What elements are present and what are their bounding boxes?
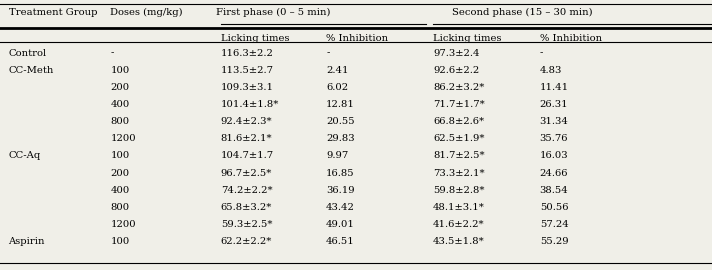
Text: 100: 100 xyxy=(110,237,130,246)
Text: 38.54: 38.54 xyxy=(540,186,568,195)
Text: 4.83: 4.83 xyxy=(540,66,562,75)
Text: Second phase (15 – 30 min): Second phase (15 – 30 min) xyxy=(451,8,592,17)
Text: 92.4±2.3*: 92.4±2.3* xyxy=(221,117,273,126)
Text: 59.8±2.8*: 59.8±2.8* xyxy=(433,186,484,195)
Text: 100: 100 xyxy=(110,66,130,75)
Text: 48.1±3.1*: 48.1±3.1* xyxy=(433,203,485,212)
Text: 20.55: 20.55 xyxy=(326,117,355,126)
Text: Treatment Group: Treatment Group xyxy=(9,8,97,17)
Text: 800: 800 xyxy=(110,117,130,126)
Text: 800: 800 xyxy=(110,203,130,212)
Text: % Inhibition: % Inhibition xyxy=(540,34,602,43)
Text: 65.8±3.2*: 65.8±3.2* xyxy=(221,203,272,212)
Text: 24.66: 24.66 xyxy=(540,168,568,178)
Text: Aspirin: Aspirin xyxy=(9,237,45,246)
Text: 62.2±2.2*: 62.2±2.2* xyxy=(221,237,272,246)
Text: 200: 200 xyxy=(110,168,130,178)
Text: 81.6±2.1*: 81.6±2.1* xyxy=(221,134,273,143)
Text: -: - xyxy=(110,49,114,58)
Text: 104.7±1.7: 104.7±1.7 xyxy=(221,151,274,160)
Text: 116.3±2.2: 116.3±2.2 xyxy=(221,49,273,58)
Text: Licking times: Licking times xyxy=(433,34,501,43)
Text: 113.5±2.7: 113.5±2.7 xyxy=(221,66,273,75)
Text: 96.7±2.5*: 96.7±2.5* xyxy=(221,168,272,178)
Text: Licking times: Licking times xyxy=(221,34,289,43)
Text: -: - xyxy=(326,49,330,58)
Text: CC-Aq: CC-Aq xyxy=(9,151,41,160)
Text: 100: 100 xyxy=(110,151,130,160)
Text: 71.7±1.7*: 71.7±1.7* xyxy=(433,100,485,109)
Text: 400: 400 xyxy=(110,100,130,109)
Text: 16.85: 16.85 xyxy=(326,168,355,178)
Text: 81.7±2.5*: 81.7±2.5* xyxy=(433,151,485,160)
Text: 57.24: 57.24 xyxy=(540,220,568,229)
Text: Control: Control xyxy=(9,49,47,58)
Text: 55.29: 55.29 xyxy=(540,237,568,246)
Text: 29.83: 29.83 xyxy=(326,134,355,143)
Text: 11.41: 11.41 xyxy=(540,83,569,92)
Text: 46.51: 46.51 xyxy=(326,237,355,246)
Text: 1200: 1200 xyxy=(110,134,136,143)
Text: -: - xyxy=(540,49,543,58)
Text: 43.42: 43.42 xyxy=(326,203,355,212)
Text: 400: 400 xyxy=(110,186,130,195)
Text: CC-Meth: CC-Meth xyxy=(9,66,54,75)
Text: 66.8±2.6*: 66.8±2.6* xyxy=(433,117,484,126)
Text: 12.81: 12.81 xyxy=(326,100,355,109)
Text: 35.76: 35.76 xyxy=(540,134,568,143)
Text: 92.6±2.2: 92.6±2.2 xyxy=(433,66,479,75)
Text: 36.19: 36.19 xyxy=(326,186,355,195)
Text: 59.3±2.5*: 59.3±2.5* xyxy=(221,220,272,229)
Text: 41.6±2.2*: 41.6±2.2* xyxy=(433,220,485,229)
Text: 200: 200 xyxy=(110,83,130,92)
Text: 62.5±1.9*: 62.5±1.9* xyxy=(433,134,484,143)
Text: 97.3±2.4: 97.3±2.4 xyxy=(433,49,479,58)
Text: % Inhibition: % Inhibition xyxy=(326,34,388,43)
Text: 49.01: 49.01 xyxy=(326,220,355,229)
Text: 9.97: 9.97 xyxy=(326,151,348,160)
Text: 1200: 1200 xyxy=(110,220,136,229)
Text: 73.3±2.1*: 73.3±2.1* xyxy=(433,168,485,178)
Text: 109.3±3.1: 109.3±3.1 xyxy=(221,83,273,92)
Text: 16.03: 16.03 xyxy=(540,151,568,160)
Text: 74.2±2.2*: 74.2±2.2* xyxy=(221,186,273,195)
Text: 86.2±3.2*: 86.2±3.2* xyxy=(433,83,484,92)
Text: 101.4±1.8*: 101.4±1.8* xyxy=(221,100,279,109)
Text: 2.41: 2.41 xyxy=(326,66,349,75)
Text: 43.5±1.8*: 43.5±1.8* xyxy=(433,237,485,246)
Text: First phase (0 – 5 min): First phase (0 – 5 min) xyxy=(216,8,330,17)
Text: 31.34: 31.34 xyxy=(540,117,569,126)
Text: 50.56: 50.56 xyxy=(540,203,568,212)
Text: 6.02: 6.02 xyxy=(326,83,348,92)
Text: 26.31: 26.31 xyxy=(540,100,568,109)
Text: Doses (mg/kg): Doses (mg/kg) xyxy=(110,8,183,17)
